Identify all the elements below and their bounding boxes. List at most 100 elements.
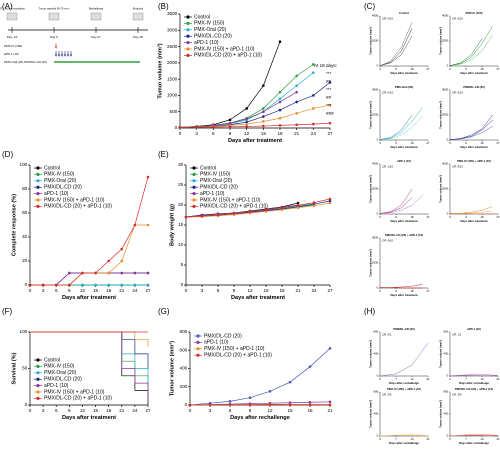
- y-axis-label: Body weight (g): [169, 204, 175, 246]
- series-line: [449, 206, 493, 214]
- x-tick-label: 3: [195, 131, 198, 136]
- legend-label: PMX-IV (150) + aPD-1 (10): [200, 197, 261, 203]
- legend-label: Control: [44, 165, 60, 171]
- x-tick-label: 0: [379, 289, 381, 293]
- y-tick-label: 0: [25, 402, 28, 407]
- x-tick-label: 27: [426, 141, 430, 145]
- x-tick-label: 18: [277, 131, 283, 136]
- data-point: [308, 400, 312, 404]
- legend-label: PMX/DL-CD (20): [204, 333, 242, 339]
- data-point: [278, 108, 282, 112]
- chart-title: Control: [399, 11, 409, 15]
- y-tick-label: 0: [377, 64, 379, 68]
- x-tick-label: 18: [410, 67, 414, 71]
- x-axis-label: Days after treatment: [62, 415, 116, 421]
- series-line: [379, 434, 429, 437]
- x-tick-label: 21: [119, 408, 125, 413]
- y-tick-label: 20: [178, 202, 184, 207]
- data-point: [120, 283, 124, 287]
- x-axis-label: Days after treatment: [62, 295, 116, 301]
- panel-label: (E): [158, 150, 169, 159]
- x-tick-label: 0: [449, 141, 451, 145]
- data-point: [245, 117, 248, 121]
- event-day: Day 27: [91, 35, 101, 39]
- x-tick-label: 15: [93, 288, 99, 293]
- data-point: [68, 283, 71, 287]
- x-axis-label: Days after treatment: [460, 219, 487, 223]
- y-tick-label: 4000: [442, 162, 449, 166]
- x-tick-label: 24: [132, 408, 138, 413]
- legend-label: PMX-Oral (20): [200, 178, 233, 184]
- y-tick-label: 2000: [372, 113, 379, 117]
- annotation: CR: 5/5: [382, 393, 392, 397]
- legend-label: Control: [44, 357, 60, 363]
- legend-label: aPD-1 (10): [194, 40, 219, 46]
- y-tick-label: 2000: [167, 60, 178, 65]
- legend-marker: [186, 28, 190, 32]
- event-icon: [48, 12, 60, 21]
- x-tick-label: 21: [294, 131, 300, 136]
- y-axis-label: Tumor volume (mm³): [369, 249, 373, 277]
- y-tick-label: 0: [447, 212, 449, 216]
- series-line: [379, 342, 429, 377]
- y-tick-label: 100: [20, 329, 28, 334]
- x-tick-label: 27: [327, 288, 333, 293]
- series-line: [30, 272, 148, 286]
- legend-marker: [36, 179, 40, 183]
- x-axis-label: Days after rechallenge: [459, 441, 489, 445]
- data-point: [278, 116, 282, 120]
- data-point: [232, 212, 236, 215]
- x-axis-label: Days after treatment: [231, 295, 285, 301]
- data-point: [328, 403, 332, 407]
- data-point: [107, 283, 110, 287]
- y-tick-label: 0: [181, 282, 184, 287]
- annotation: CR: 0/10: [452, 91, 463, 95]
- treatment-label: aPD-1 (10): [4, 52, 19, 56]
- y-axis-label: Complete response (%): [11, 194, 17, 256]
- event-icon: [90, 12, 102, 21]
- data-point: [288, 403, 292, 407]
- series-line: [189, 348, 331, 406]
- data-point: [248, 396, 252, 400]
- data-point: [312, 122, 315, 126]
- y-axis-label: Tumor volume (mm³): [369, 400, 373, 428]
- data-point: [262, 110, 265, 114]
- legend-marker: [36, 364, 40, 368]
- y-tick-label: 800: [374, 330, 379, 334]
- y-tick-label: 2000: [442, 187, 449, 191]
- y-tick-label: 800: [180, 329, 188, 334]
- y-tick-label: 400: [444, 412, 449, 416]
- x-tick-label: 14: [480, 437, 484, 441]
- x-tick-label: 0: [29, 408, 32, 413]
- x-tick-label: 0: [179, 131, 182, 136]
- x-tick-label: 9: [249, 408, 252, 413]
- treatment-arrow: [60, 51, 64, 57]
- panel-label: (A): [2, 2, 13, 11]
- series-line: [185, 198, 331, 218]
- data-point: [133, 271, 137, 275]
- x-tick-label: 27: [145, 408, 151, 413]
- annotation: ##: [326, 95, 332, 100]
- x-tick-label: 18: [410, 289, 414, 293]
- y-tick-label: 60: [22, 210, 28, 215]
- legend-marker: [192, 198, 196, 202]
- chart-title: PMX/DL-CD (20): [463, 85, 484, 89]
- series-line: [379, 22, 413, 66]
- series-line: [449, 126, 493, 140]
- y-tick-label: 4000: [442, 88, 449, 92]
- axes: [379, 392, 428, 437]
- legend-marker: [192, 166, 196, 170]
- legend-marker: [36, 371, 40, 375]
- data-point: [328, 103, 332, 107]
- data-point: [308, 403, 312, 407]
- y-tick-label: 0: [25, 282, 28, 287]
- y-tick-label: 40: [22, 234, 28, 239]
- legend-label: PMX/DL-CD (20): [44, 185, 82, 191]
- data-point: [120, 271, 124, 275]
- y-tick-label: 15: [178, 222, 184, 227]
- x-tick-label: 3: [209, 408, 212, 413]
- series-line: [185, 204, 299, 218]
- legend-marker: [192, 185, 196, 189]
- x-tick-label: 9: [465, 215, 467, 219]
- legend-label: PMX-IV (150): [44, 172, 75, 178]
